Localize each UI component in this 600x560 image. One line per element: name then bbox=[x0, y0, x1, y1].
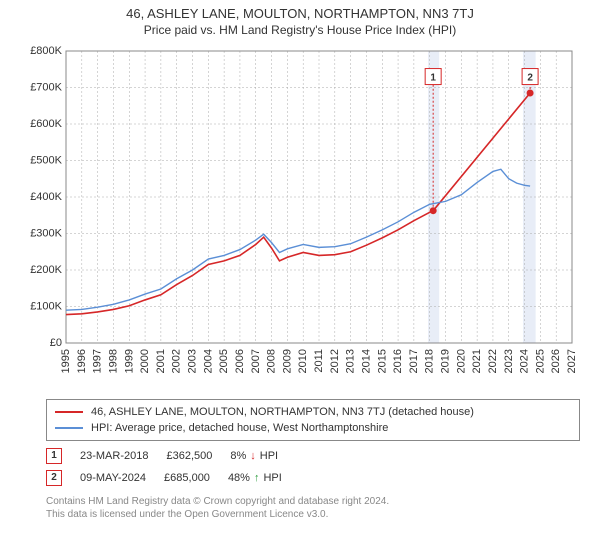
svg-text:2007: 2007 bbox=[250, 349, 262, 373]
svg-text:2027: 2027 bbox=[566, 349, 578, 373]
legend-item: HPI: Average price, detached house, West… bbox=[55, 420, 571, 436]
svg-text:2013: 2013 bbox=[345, 349, 357, 373]
legend-label: 46, ASHLEY LANE, MOULTON, NORTHAMPTON, N… bbox=[91, 404, 474, 420]
svg-text:2005: 2005 bbox=[218, 349, 230, 373]
svg-text:2014: 2014 bbox=[360, 349, 372, 373]
svg-text:2026: 2026 bbox=[550, 349, 562, 373]
svg-text:2022: 2022 bbox=[487, 349, 499, 373]
legend-swatch bbox=[55, 411, 83, 413]
title-address: 46, ASHLEY LANE, MOULTON, NORTHAMPTON, N… bbox=[0, 6, 600, 21]
txn-price: £685,000 bbox=[164, 467, 210, 489]
svg-text:2004: 2004 bbox=[202, 349, 214, 373]
txn-date: 23-MAR-2018 bbox=[80, 445, 148, 467]
svg-text:£500K: £500K bbox=[30, 155, 62, 167]
footer: Contains HM Land Registry data © Crown c… bbox=[46, 495, 580, 521]
legend-label: HPI: Average price, detached house, West… bbox=[91, 420, 388, 436]
svg-text:2015: 2015 bbox=[376, 349, 388, 373]
txn-pct: 8% ↓ HPI bbox=[230, 445, 278, 467]
marker-badge: 2 bbox=[46, 470, 62, 486]
txn-pct: 48% ↑ HPI bbox=[228, 467, 282, 489]
svg-text:1997: 1997 bbox=[92, 349, 104, 373]
svg-text:£300K: £300K bbox=[30, 228, 62, 240]
svg-text:2003: 2003 bbox=[187, 349, 199, 373]
down-arrow-icon: ↓ bbox=[250, 445, 256, 467]
txn-price: £362,500 bbox=[166, 445, 212, 467]
svg-text:2009: 2009 bbox=[281, 349, 293, 373]
svg-text:2021: 2021 bbox=[471, 349, 483, 373]
svg-text:1996: 1996 bbox=[76, 349, 88, 373]
legend-item: 46, ASHLEY LANE, MOULTON, NORTHAMPTON, N… bbox=[55, 404, 571, 420]
svg-text:2011: 2011 bbox=[313, 349, 325, 373]
svg-text:2: 2 bbox=[527, 73, 533, 84]
table-row: 1 23-MAR-2018 £362,500 8% ↓ HPI bbox=[46, 445, 580, 467]
legend-swatch bbox=[55, 427, 83, 429]
svg-text:2012: 2012 bbox=[329, 349, 341, 373]
table-row: 2 09-MAY-2024 £685,000 48% ↑ HPI bbox=[46, 467, 580, 489]
legend: 46, ASHLEY LANE, MOULTON, NORTHAMPTON, N… bbox=[46, 399, 580, 441]
svg-text:£200K: £200K bbox=[30, 264, 62, 276]
svg-text:£400K: £400K bbox=[30, 191, 62, 203]
svg-text:£700K: £700K bbox=[30, 82, 62, 94]
chart-titles: 46, ASHLEY LANE, MOULTON, NORTHAMPTON, N… bbox=[0, 0, 600, 37]
svg-text:£0: £0 bbox=[50, 337, 62, 349]
txn-date: 09-MAY-2024 bbox=[80, 467, 146, 489]
svg-text:2000: 2000 bbox=[139, 349, 151, 373]
footer-line: Contains HM Land Registry data © Crown c… bbox=[46, 495, 580, 508]
svg-text:1: 1 bbox=[430, 73, 436, 84]
transactions-table: 1 23-MAR-2018 £362,500 8% ↓ HPI 2 09-MAY… bbox=[46, 445, 580, 489]
svg-text:2016: 2016 bbox=[392, 349, 404, 373]
svg-text:2010: 2010 bbox=[297, 349, 309, 373]
svg-text:£800K: £800K bbox=[30, 45, 62, 57]
svg-text:2001: 2001 bbox=[155, 349, 167, 373]
svg-text:2019: 2019 bbox=[440, 349, 452, 373]
chart-area: £0 £100K £200K £300K £400K £500K £600K £700K £80… bbox=[20, 43, 580, 393]
svg-text:2017: 2017 bbox=[408, 349, 420, 373]
svg-text:2002: 2002 bbox=[171, 349, 183, 373]
svg-text:2018: 2018 bbox=[424, 349, 436, 373]
svg-text:2023: 2023 bbox=[503, 349, 515, 373]
svg-text:1998: 1998 bbox=[107, 349, 119, 373]
svg-text:2006: 2006 bbox=[234, 349, 246, 373]
svg-text:£100K: £100K bbox=[30, 301, 62, 313]
svg-text:1999: 1999 bbox=[123, 349, 135, 373]
line-chart: £0 £100K £200K £300K £400K £500K £600K £700K £80… bbox=[20, 43, 580, 393]
svg-text:£600K: £600K bbox=[30, 118, 62, 130]
svg-text:2024: 2024 bbox=[519, 349, 531, 373]
svg-text:2020: 2020 bbox=[455, 349, 467, 373]
marker-badge: 1 bbox=[46, 448, 62, 464]
svg-text:1995: 1995 bbox=[60, 349, 72, 373]
footer-line: This data is licensed under the Open Gov… bbox=[46, 508, 580, 521]
svg-text:2025: 2025 bbox=[534, 349, 546, 373]
up-arrow-icon: ↑ bbox=[254, 467, 260, 489]
title-sub: Price paid vs. HM Land Registry's House … bbox=[0, 23, 600, 37]
svg-text:2008: 2008 bbox=[266, 349, 278, 373]
